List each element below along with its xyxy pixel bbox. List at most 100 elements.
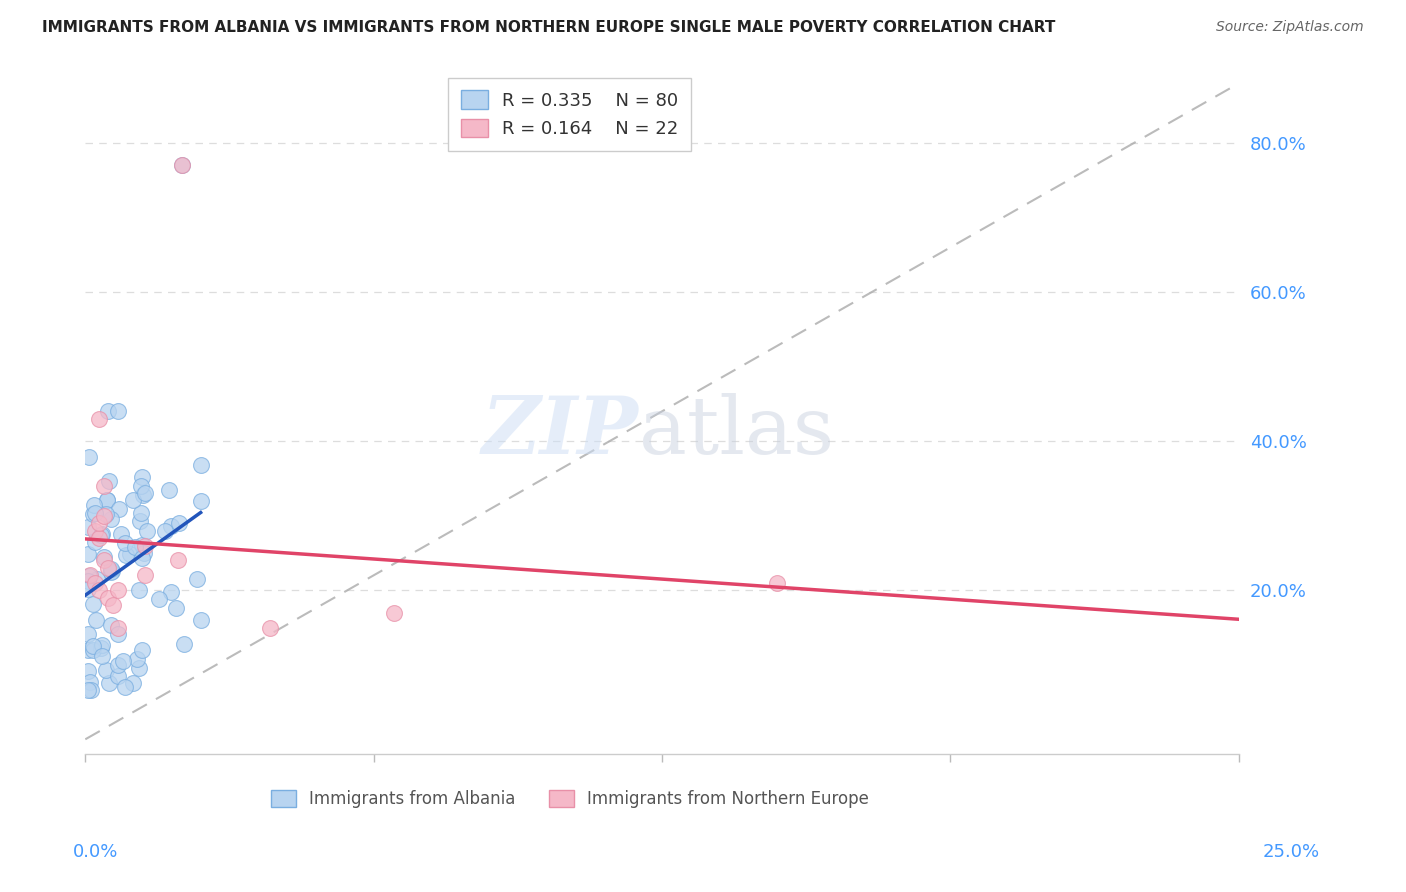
- Point: [107, 404, 129, 418]
- Point: [79, 568, 101, 582]
- Point: [76, 547, 98, 561]
- Point: [129, 514, 152, 528]
- Point: [186, 572, 208, 586]
- Point: [83, 524, 105, 538]
- Point: [97, 591, 120, 605]
- Point: [86, 613, 108, 627]
- Point: [131, 642, 153, 657]
- Point: [77, 450, 100, 465]
- Point: [118, 547, 141, 561]
- Point: [131, 538, 153, 552]
- Point: [100, 512, 122, 526]
- Point: [90, 527, 112, 541]
- Point: [135, 524, 157, 539]
- Point: [82, 508, 104, 522]
- Point: [79, 675, 101, 690]
- Point: [77, 626, 100, 640]
- Point: [172, 158, 194, 172]
- Point: [93, 479, 115, 493]
- Point: [114, 536, 136, 550]
- Point: [93, 553, 115, 567]
- Text: ZIP: ZIP: [482, 393, 638, 471]
- Point: [96, 493, 118, 508]
- Point: [159, 519, 181, 533]
- Text: Source: ZipAtlas.com: Source: ZipAtlas.com: [1216, 20, 1364, 34]
- Point: [132, 487, 155, 501]
- Point: [107, 620, 129, 634]
- Point: [190, 458, 212, 472]
- Point: [127, 651, 149, 665]
- Point: [77, 569, 100, 583]
- Point: [100, 618, 122, 632]
- Point: [89, 583, 111, 598]
- Point: [101, 564, 124, 578]
- Point: [190, 494, 212, 508]
- Point: [173, 638, 195, 652]
- Point: [107, 669, 129, 683]
- Point: [97, 561, 120, 575]
- Point: [157, 483, 180, 497]
- Point: [112, 654, 135, 668]
- Text: 25.0%: 25.0%: [1263, 843, 1319, 861]
- Point: [100, 562, 122, 576]
- Point: [124, 540, 146, 554]
- Point: [166, 553, 188, 567]
- Point: [107, 583, 129, 598]
- Point: [259, 620, 281, 634]
- Point: [766, 575, 789, 590]
- Point: [91, 648, 114, 663]
- Point: [97, 404, 120, 418]
- Point: [90, 528, 112, 542]
- Point: [82, 643, 104, 657]
- Point: [86, 572, 108, 586]
- Point: [77, 574, 100, 588]
- Legend: Immigrants from Albania, Immigrants from Northern Europe: Immigrants from Albania, Immigrants from…: [264, 783, 876, 814]
- Point: [96, 663, 118, 677]
- Point: [131, 551, 153, 566]
- Point: [121, 493, 143, 508]
- Point: [93, 508, 115, 523]
- Point: [98, 676, 121, 690]
- Point: [90, 640, 112, 655]
- Point: [77, 683, 100, 698]
- Point: [84, 506, 107, 520]
- Point: [134, 568, 156, 582]
- Text: IMMIGRANTS FROM ALBANIA VS IMMIGRANTS FROM NORTHERN EUROPE SINGLE MALE POVERTY C: IMMIGRANTS FROM ALBANIA VS IMMIGRANTS FR…: [42, 20, 1056, 35]
- Point: [121, 675, 143, 690]
- Point: [167, 516, 190, 530]
- Point: [83, 575, 105, 590]
- Point: [107, 502, 129, 516]
- Point: [190, 613, 212, 627]
- Point: [83, 498, 105, 512]
- Point: [128, 583, 150, 598]
- Point: [134, 539, 156, 553]
- Point: [114, 680, 136, 694]
- Point: [76, 582, 98, 597]
- Point: [128, 661, 150, 675]
- Point: [96, 492, 118, 507]
- Point: [131, 470, 153, 484]
- Point: [148, 592, 170, 607]
- Point: [83, 535, 105, 549]
- Point: [76, 520, 98, 534]
- Point: [101, 598, 124, 612]
- Point: [93, 550, 115, 565]
- Point: [89, 531, 111, 545]
- Point: [129, 479, 152, 493]
- Text: atlas: atlas: [638, 393, 834, 471]
- Point: [134, 486, 156, 500]
- Point: [91, 638, 114, 652]
- Point: [159, 584, 181, 599]
- Point: [107, 658, 129, 673]
- Point: [76, 643, 98, 657]
- Point: [82, 640, 104, 654]
- Point: [76, 664, 98, 678]
- Point: [98, 474, 121, 488]
- Point: [129, 506, 152, 520]
- Point: [107, 627, 129, 641]
- Point: [172, 158, 194, 172]
- Point: [80, 683, 103, 698]
- Point: [89, 412, 111, 426]
- Point: [115, 548, 138, 562]
- Point: [82, 598, 104, 612]
